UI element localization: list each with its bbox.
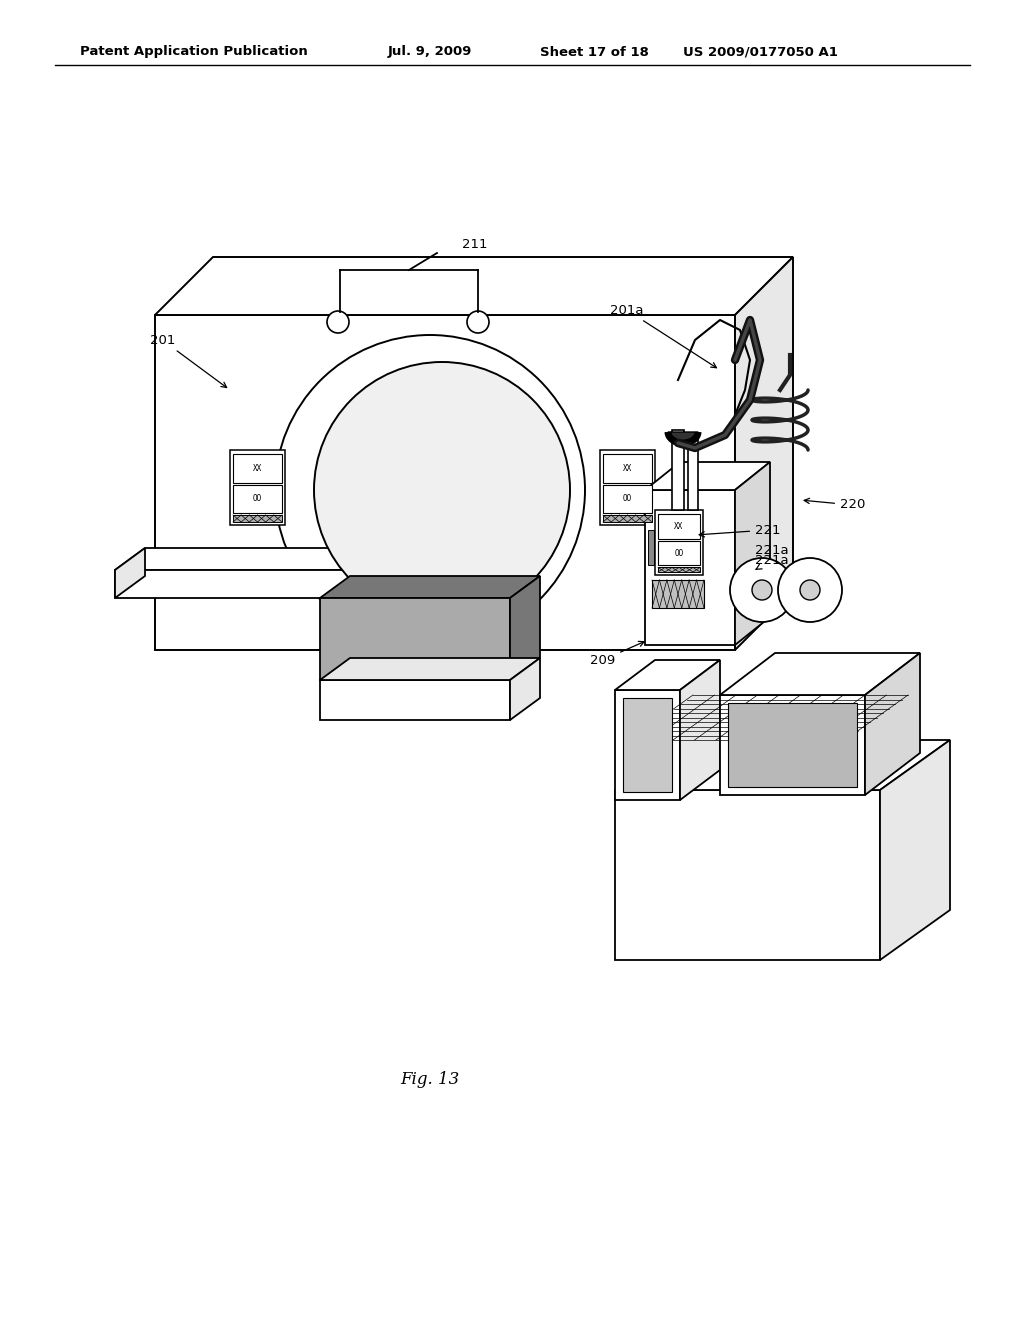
Wedge shape xyxy=(668,432,698,447)
Bar xyxy=(652,579,705,609)
Bar xyxy=(728,704,857,787)
Circle shape xyxy=(752,579,772,601)
Text: 209: 209 xyxy=(590,642,644,667)
Polygon shape xyxy=(615,741,950,789)
Text: Sheet 17 of 18: Sheet 17 of 18 xyxy=(540,45,649,58)
Polygon shape xyxy=(115,570,510,598)
Polygon shape xyxy=(672,430,684,510)
Bar xyxy=(658,568,700,572)
Circle shape xyxy=(327,312,349,333)
Polygon shape xyxy=(880,741,950,960)
Polygon shape xyxy=(115,548,145,598)
Polygon shape xyxy=(510,576,540,680)
Text: 221a: 221a xyxy=(755,544,788,557)
Text: US 2009/0177050 A1: US 2009/0177050 A1 xyxy=(683,45,838,58)
Circle shape xyxy=(314,362,570,618)
Bar xyxy=(600,450,655,525)
Text: 201: 201 xyxy=(150,334,226,388)
Text: Jul. 9, 2009: Jul. 9, 2009 xyxy=(388,45,472,58)
Polygon shape xyxy=(115,548,540,570)
Polygon shape xyxy=(688,440,698,510)
Polygon shape xyxy=(720,696,865,795)
Bar xyxy=(623,698,672,792)
Text: OO: OO xyxy=(623,494,632,503)
Text: 220: 220 xyxy=(804,498,865,511)
Circle shape xyxy=(778,558,842,622)
Polygon shape xyxy=(319,576,540,598)
Polygon shape xyxy=(319,680,510,719)
Polygon shape xyxy=(510,657,540,719)
Circle shape xyxy=(467,312,489,333)
Bar xyxy=(603,515,652,521)
Polygon shape xyxy=(680,660,720,800)
Polygon shape xyxy=(645,462,770,490)
Text: 221a: 221a xyxy=(755,553,788,569)
Text: 211: 211 xyxy=(462,239,487,252)
Text: XX: XX xyxy=(253,463,262,473)
Text: XX: XX xyxy=(675,521,684,531)
Bar xyxy=(233,484,282,513)
Polygon shape xyxy=(735,257,793,649)
Bar xyxy=(655,510,703,576)
Circle shape xyxy=(275,335,585,645)
Text: OO: OO xyxy=(675,549,684,557)
Text: 221: 221 xyxy=(699,524,780,537)
Bar xyxy=(648,531,654,565)
Polygon shape xyxy=(615,789,880,960)
Bar xyxy=(233,454,282,483)
Bar xyxy=(658,541,700,565)
Polygon shape xyxy=(155,257,793,315)
Polygon shape xyxy=(319,598,510,680)
Text: OO: OO xyxy=(253,494,262,503)
Bar xyxy=(603,484,652,513)
Polygon shape xyxy=(155,315,735,649)
Circle shape xyxy=(730,558,794,622)
Polygon shape xyxy=(720,653,920,696)
Text: 201a: 201a xyxy=(610,304,717,368)
Polygon shape xyxy=(645,490,735,645)
Circle shape xyxy=(800,579,820,601)
Text: XX: XX xyxy=(623,463,632,473)
Polygon shape xyxy=(615,660,720,690)
Bar xyxy=(233,515,282,521)
Text: Fig. 13: Fig. 13 xyxy=(400,1072,460,1089)
Bar xyxy=(658,513,700,539)
Text: Patent Application Publication: Patent Application Publication xyxy=(80,45,308,58)
Polygon shape xyxy=(615,690,680,800)
Polygon shape xyxy=(630,696,908,741)
Bar xyxy=(603,454,652,483)
Polygon shape xyxy=(865,653,920,795)
Polygon shape xyxy=(319,657,540,680)
Polygon shape xyxy=(735,462,770,645)
Bar xyxy=(230,450,285,525)
